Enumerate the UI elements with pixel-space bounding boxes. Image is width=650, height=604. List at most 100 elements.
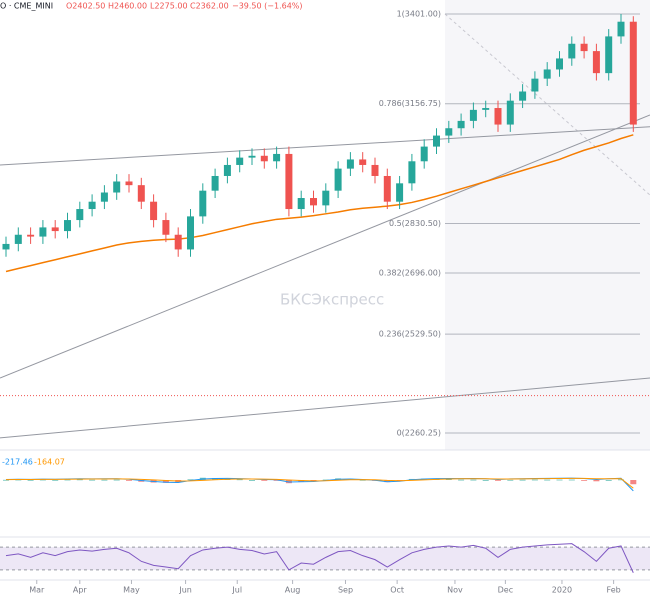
candle-body (137, 185, 145, 202)
candle-body (248, 155, 256, 158)
candle-body (285, 153, 293, 210)
candle-body (457, 120, 465, 129)
macd-histogram (531, 479, 538, 481)
macd-histogram (593, 480, 600, 482)
macd-histogram (236, 479, 243, 481)
macd-histogram (630, 480, 637, 485)
candle-body (494, 108, 502, 125)
macd-histogram (581, 480, 588, 481)
ohlc-high: H2460.00 (108, 2, 147, 11)
macd-histogram (89, 479, 96, 481)
macd-histogram (495, 480, 501, 481)
trend-line (0, 377, 650, 439)
candle-body (64, 220, 71, 232)
candle-body (580, 43, 588, 52)
candle-body (543, 69, 551, 79)
macd-histogram (101, 479, 108, 481)
candle-body (531, 78, 539, 92)
moving-average (5, 134, 634, 273)
ohlc-change: −39.50 (−1.64%) (232, 2, 303, 11)
candle-body (420, 146, 428, 162)
macd-histogram (544, 479, 551, 481)
candle-body (359, 159, 367, 165)
macd-histogram (261, 480, 268, 481)
x-tick-label: 2020 (552, 586, 572, 595)
candle-body (125, 181, 133, 186)
macd-histogram (39, 479, 46, 481)
candle-body (150, 201, 158, 221)
macd-value: -217.46 (2, 458, 33, 467)
macd-histogram (52, 479, 59, 481)
macd-histogram (458, 479, 465, 481)
macd-histogram (76, 479, 83, 481)
candle-body (211, 175, 219, 191)
x-tick-label: Sep (338, 586, 353, 595)
candle-body (113, 181, 121, 193)
candle-body (310, 198, 317, 206)
candle-body (469, 109, 477, 121)
macd-histogram (568, 479, 575, 481)
candle-body (297, 198, 305, 210)
symbol: O · CME_MINI (0, 2, 53, 11)
candle-body (14, 234, 22, 244)
candle-body (236, 157, 244, 165)
candle-body (223, 164, 231, 176)
macd-histogram (359, 479, 366, 481)
candle-body (27, 234, 35, 237)
candle-body (39, 227, 47, 237)
x-tick-label: Nov (447, 586, 463, 595)
candle-body (482, 108, 490, 110)
candle-body (519, 91, 527, 101)
macd-histogram (556, 479, 563, 481)
macd-histogram (445, 479, 452, 480)
fib-label: 1(3401.00) (397, 10, 441, 19)
candle-body (605, 36, 613, 74)
macd-histogram (470, 479, 477, 481)
x-tick-label: Aug (285, 586, 301, 595)
candle-body (2, 243, 10, 250)
fib-label: 0(2260.25) (397, 429, 441, 438)
candle-body (445, 128, 453, 136)
fib-label: 0.382(2696.00) (379, 268, 441, 277)
macd-histogram (273, 480, 280, 481)
candle-body (162, 220, 170, 235)
candle-body (506, 100, 514, 125)
x-tick-label: Apr (73, 586, 88, 595)
macd-histogram (27, 479, 34, 481)
candle-body (556, 58, 563, 70)
candle-body (260, 155, 268, 162)
price-pane (0, 13, 650, 439)
candle-body (174, 234, 182, 250)
candle-body (433, 135, 440, 147)
candle-body (617, 21, 625, 37)
candle-body (76, 209, 84, 221)
candle-body (322, 190, 330, 206)
candle-body (199, 190, 207, 217)
macd-histogram (3, 479, 9, 481)
rsi-pane (0, 543, 650, 573)
fib-label: 0.786(3156.75) (379, 99, 441, 108)
trend-line (0, 114, 650, 379)
x-tick-label: Feb (607, 586, 621, 595)
candle-body (100, 192, 108, 202)
candle-body (334, 168, 342, 191)
ohlc-low: L2275.00 (150, 2, 188, 11)
rsi-band (0, 547, 650, 570)
macd-histogram (618, 479, 624, 481)
candle-body (383, 175, 391, 202)
macd-histogram (64, 479, 71, 481)
macd-histogram (113, 479, 120, 481)
macd-histogram (507, 479, 514, 481)
fib-label: 0.5(2830.50) (389, 219, 441, 228)
macd-values (5, 477, 634, 492)
x-tick-label: Jul (231, 586, 242, 595)
rsi-line (5, 543, 634, 573)
macd-histogram (162, 480, 169, 483)
candle-body (88, 201, 96, 210)
x-tick-label: May (123, 586, 140, 595)
macd-histogram (482, 480, 489, 481)
macd-histogram (126, 480, 132, 481)
candle-body (346, 159, 354, 169)
ohlc-close: C2362.00 (190, 2, 229, 11)
